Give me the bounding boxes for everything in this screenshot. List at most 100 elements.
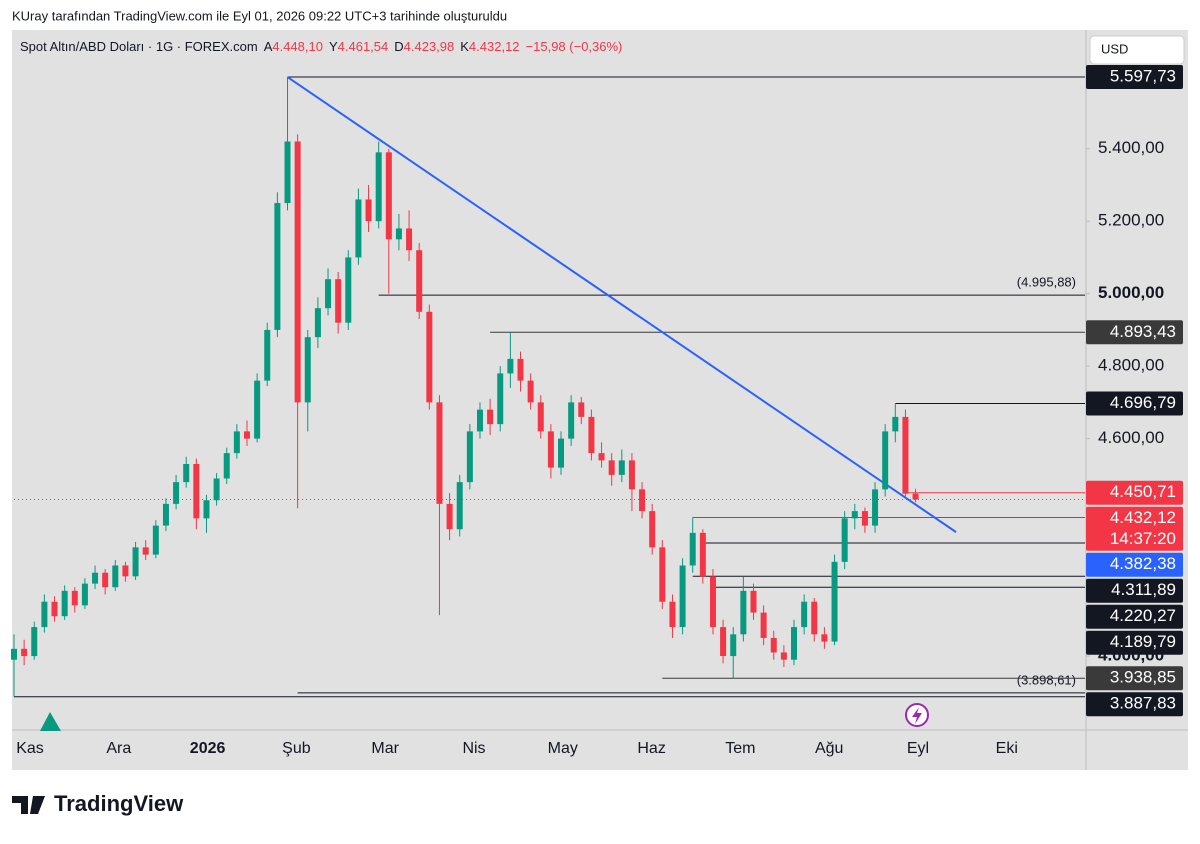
- candle-body: [243, 431, 250, 439]
- candle-body: [436, 402, 443, 504]
- candle-body: [740, 590, 747, 635]
- candle-body: [679, 565, 686, 628]
- ohlc-key: D: [394, 39, 403, 54]
- candle-body: [517, 358, 524, 381]
- y-tick-label: 5.400,00: [1098, 138, 1164, 157]
- candle-body: [31, 627, 38, 657]
- candle-body: [598, 453, 605, 461]
- x-tick-label: Eki: [996, 740, 1018, 757]
- candle-body: [568, 402, 575, 439]
- ohlc-key: K: [460, 39, 469, 54]
- x-tick-label: Nis: [462, 740, 485, 757]
- price-box: [1086, 578, 1183, 603]
- candle-body: [385, 152, 392, 240]
- trendline: [286, 76, 957, 533]
- currency: USD: [1101, 41, 1128, 56]
- candle-body: [264, 329, 271, 381]
- price-label: 4.893,43: [1110, 322, 1176, 341]
- x-tick-label: Ara: [106, 740, 131, 757]
- candle-body: [71, 590, 78, 606]
- x-tick-label: Mar: [371, 740, 399, 757]
- candle-body: [284, 141, 291, 204]
- currency-box[interactable]: [1089, 35, 1185, 65]
- candle-body: [274, 203, 281, 330]
- candle-body: [760, 612, 767, 638]
- x-tick-label: 2026: [190, 740, 226, 757]
- candle-body: [193, 464, 200, 519]
- candle-body: [92, 572, 99, 584]
- brand-logo: [12, 796, 45, 814]
- candle-body: [831, 561, 838, 642]
- price-label: 4.432,12: [1110, 508, 1176, 527]
- event-marker[interactable]: [40, 712, 61, 731]
- candle-body: [558, 438, 565, 468]
- candle-body: [628, 460, 635, 490]
- candle-body: [416, 250, 423, 312]
- candle-body: [122, 565, 129, 577]
- change: −15,98 (−0,36%): [526, 39, 623, 54]
- x-tick-label: Tem: [725, 740, 755, 757]
- candle-body: [618, 460, 625, 475]
- y-tick-label: 5.200,00: [1098, 211, 1164, 230]
- y-tick-label: 5.000,00: [1098, 283, 1164, 302]
- candle-body: [406, 228, 413, 251]
- x-tick-label: Eyl: [907, 740, 929, 757]
- ohlc-key: A: [264, 39, 273, 54]
- price-label: 4.696,79: [1110, 393, 1176, 412]
- candle-body: [811, 601, 818, 635]
- price-label: 4.450,71: [1110, 482, 1176, 501]
- candle-body: [254, 380, 261, 439]
- price-label: 4.220,27: [1110, 606, 1176, 625]
- candle-body: [780, 652, 787, 660]
- candle-body: [699, 532, 706, 577]
- candle-body: [841, 518, 848, 562]
- candle-body: [152, 525, 159, 555]
- candle-body: [487, 409, 494, 425]
- candle-body: [41, 601, 48, 628]
- candle-body: [547, 431, 554, 468]
- candle-body: [233, 431, 240, 454]
- ohlc-value: 4.423,98: [404, 39, 455, 54]
- candle-body: [882, 431, 889, 490]
- price-box: [1086, 506, 1183, 551]
- candle-body: [659, 547, 666, 602]
- x-tick-label: Haz: [637, 740, 665, 757]
- candle-body: [466, 431, 473, 483]
- x-tick-label: May: [548, 740, 578, 757]
- price-box: [1086, 692, 1183, 717]
- candle-body: [102, 572, 109, 588]
- price-label: 4.189,79: [1110, 632, 1176, 651]
- candle-body: [314, 308, 321, 338]
- candle-body: [497, 373, 504, 425]
- y-tick-label: 4.600,00: [1098, 428, 1164, 447]
- candle-body: [902, 416, 909, 494]
- caption: KUray tarafından TradingView.com ile Eyl…: [12, 8, 507, 23]
- price-box: [1086, 630, 1183, 655]
- price-box: [1086, 604, 1183, 629]
- price-box: [1086, 391, 1183, 416]
- candle-body: [730, 634, 737, 657]
- candle-body: [649, 511, 656, 548]
- legend: Spot Altın/ABD Doları · 1G · FOREX.com A4…: [20, 39, 622, 54]
- candle-body: [335, 279, 342, 323]
- candle-body: [507, 358, 514, 374]
- x-tick-label: Kas: [16, 740, 44, 757]
- brand: TradingView: [54, 791, 184, 816]
- candle-body: [709, 576, 716, 628]
- candle-body: [578, 402, 585, 417]
- candle-body: [61, 590, 68, 617]
- price-label: 4.382,38: [1110, 554, 1176, 573]
- candle-body: [203, 500, 210, 519]
- candle-body: [183, 464, 190, 483]
- candle-body: [81, 583, 88, 606]
- price-box: [1086, 65, 1183, 90]
- candle-body: [851, 511, 858, 519]
- candle-body: [223, 453, 230, 479]
- price-box: [1086, 552, 1183, 577]
- candle-body: [365, 199, 372, 222]
- candle-body: [395, 228, 402, 240]
- candle-body: [791, 627, 798, 660]
- candle-body: [213, 478, 220, 501]
